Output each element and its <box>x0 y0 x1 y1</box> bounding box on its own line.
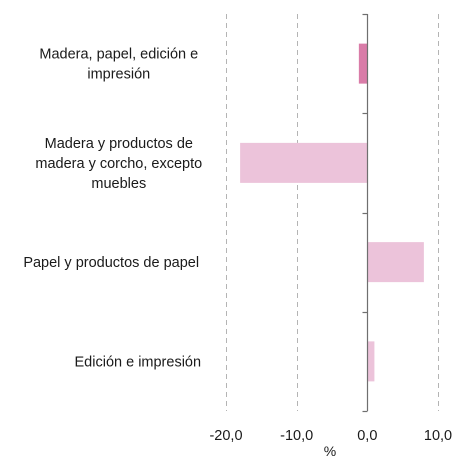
bar <box>367 341 375 382</box>
value-tick-labels: -20,0 -10,0 0,0 10,0 <box>209 428 452 444</box>
category-label: Madera, papel, edición e impresión <box>39 47 198 83</box>
bar <box>358 43 368 84</box>
category-label-line: Madera y productos de <box>45 136 193 152</box>
category-label: Edición e impresión <box>75 354 202 370</box>
category-labels: Madera, papel, edición e impresión Madera … <box>23 47 202 371</box>
category-label-line: Papel y productos de papel <box>23 255 199 271</box>
bar <box>240 142 368 183</box>
x-tick-label: -20,0 <box>209 428 242 444</box>
category-label: Madera y productos de madera y corcho, ex… <box>35 136 202 192</box>
category-label-line: madera y corcho, excepto <box>35 156 202 172</box>
category-label-line: Madera, papel, edición e <box>39 47 198 63</box>
category-label-line: Edición e impresión <box>75 354 202 370</box>
category-label-line: impresión <box>87 67 150 83</box>
grid-lines <box>226 14 439 411</box>
bars <box>240 43 424 382</box>
x-tick-label: 10,0 <box>424 428 452 444</box>
category-label: Papel y productos de papel <box>23 255 199 271</box>
category-axis <box>362 13 369 413</box>
x-tick-label: -10,0 <box>280 428 313 444</box>
x-tick-label: 0,0 <box>357 428 377 444</box>
bar <box>367 242 424 283</box>
category-label-line: muebles <box>91 176 146 192</box>
x-axis-title: % <box>324 443 336 459</box>
